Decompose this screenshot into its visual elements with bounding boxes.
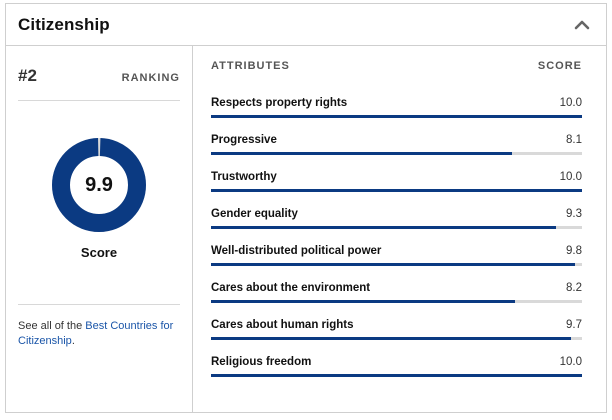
ranking-value: #2: [18, 66, 37, 85]
score-donut-chart: [52, 138, 146, 232]
attribute-row: Progressive 8.1: [211, 127, 582, 164]
attribute-row: Respects property rights 10.0: [211, 90, 582, 127]
attributes-column-label: ATTRIBUTES: [211, 60, 290, 72]
attribute-bar-fill: [211, 374, 582, 377]
attribute-bar-track: [211, 152, 582, 155]
attribute-score: 9.7: [566, 319, 582, 331]
attribute-bar-track: [211, 300, 582, 303]
attribute-line: Religious freedom 10.0: [211, 349, 582, 369]
attributes-panel: ATTRIBUTES SCORE Respects property right…: [193, 46, 606, 412]
attribute-row: Well-distributed political power 9.8: [211, 238, 582, 275]
attribute-row: Religious freedom 10.0: [211, 349, 582, 386]
attributes-header: ATTRIBUTES SCORE: [211, 46, 582, 82]
ranking-label: RANKING: [121, 72, 180, 84]
attribute-line: Progressive 8.1: [211, 127, 582, 147]
attribute-score: 8.2: [566, 282, 582, 294]
best-countries-link[interactable]: Best Countries for Citizenship: [18, 320, 174, 347]
attribute-label: Religious freedom: [211, 356, 312, 368]
attribute-score: 9.8: [566, 245, 582, 257]
attribute-bar-fill: [211, 263, 575, 266]
attribute-row: Trustworthy 10.0: [211, 164, 582, 201]
score-donut: 9.9: [18, 137, 180, 233]
attribute-label: Trustworthy: [211, 171, 277, 183]
attribute-score: 8.1: [566, 134, 582, 146]
attribute-line: Trustworthy 10.0: [211, 164, 582, 184]
score-donut-fill: [52, 138, 146, 232]
attribute-line: Well-distributed political power 9.8: [211, 238, 582, 258]
attribute-label: Cares about the environment: [211, 282, 371, 294]
attribute-bar-fill: [211, 189, 582, 192]
ranking-panel: #2 RANKING 9.9 Score See all of the Best…: [6, 46, 193, 412]
score-column-label: SCORE: [537, 60, 582, 72]
attribute-bar-track: [211, 263, 582, 266]
attribute-bar-track: [211, 115, 582, 118]
attribute-bar-fill: [211, 152, 512, 155]
attribute-label: Cares about human rights: [211, 319, 354, 331]
collapse-button[interactable]: [570, 13, 594, 37]
attribute-line: Gender equality 9.3: [211, 201, 582, 221]
attribute-bar-fill: [211, 337, 571, 340]
attribute-label: Well-distributed political power: [211, 245, 382, 257]
attribute-score: 10.0: [559, 97, 582, 109]
attribute-bar-fill: [211, 226, 557, 229]
attribute-label: Respects property rights: [211, 97, 348, 109]
attribute-row: Cares about human rights 9.7: [211, 312, 582, 349]
attribute-label: Gender equality: [211, 208, 298, 220]
footer-prefix: See all of the: [18, 320, 86, 332]
attribute-line: Cares about the environment 8.2: [211, 275, 582, 295]
citizenship-card: Citizenship #2 RANKING 9.9 Score See all: [5, 3, 607, 413]
card-header[interactable]: Citizenship: [6, 4, 606, 46]
attribute-bar-fill: [211, 115, 582, 118]
attribute-bar-track: [211, 337, 582, 340]
attribute-score: 10.0: [559, 356, 582, 368]
attribute-line: Respects property rights 10.0: [211, 90, 582, 110]
score-value: 9.9: [85, 173, 113, 196]
attribute-row: Cares about the environment 8.2: [211, 275, 582, 312]
attributes-list: Respects property rights 10.0 Progressive 8…: [211, 90, 582, 386]
ranking-row: #2 RANKING: [18, 66, 180, 101]
attribute-bar-track: [211, 226, 582, 229]
best-countries-note: See all of the Best Countries for Citize…: [18, 304, 180, 349]
attribute-bar-track: [211, 374, 582, 377]
chevron-up-icon: [574, 20, 590, 29]
attribute-bar-fill: [211, 300, 516, 303]
footer-suffix: .: [71, 335, 75, 347]
score-caption: Score: [80, 245, 118, 260]
attribute-line: Cares about human rights 9.7: [211, 312, 582, 332]
attribute-bar-track: [211, 189, 582, 192]
attribute-row: Gender equality 9.3: [211, 201, 582, 238]
attribute-label: Progressive: [211, 134, 277, 146]
attribute-score: 10.0: [559, 171, 582, 183]
card-title: Citizenship: [18, 14, 110, 34]
attribute-score: 9.3: [566, 208, 582, 220]
